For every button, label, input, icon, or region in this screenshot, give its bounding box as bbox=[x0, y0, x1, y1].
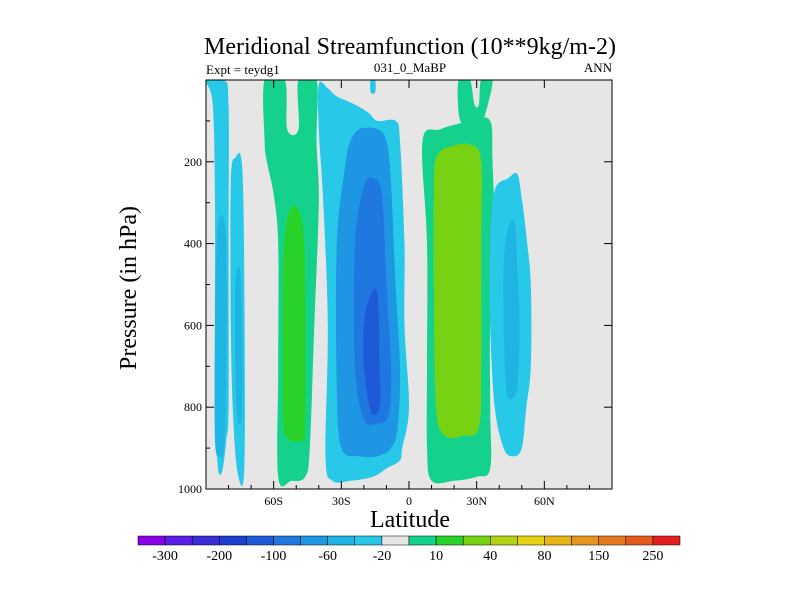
contour-region-south-hadley-cell-core bbox=[363, 288, 381, 415]
colorbar-label: -100 bbox=[261, 549, 287, 564]
x-tick-label: 30S bbox=[332, 494, 351, 508]
y-tick-label: 200 bbox=[184, 155, 202, 169]
y-tick-label: 600 bbox=[184, 318, 202, 332]
x-axis-label: Latitude bbox=[370, 507, 450, 533]
contour-region-top-edge-cell bbox=[370, 80, 376, 94]
x-tick-label: 30N bbox=[466, 494, 487, 508]
contour-region-north-hadley-cell-top bbox=[457, 80, 493, 127]
colorbar-label: -300 bbox=[152, 549, 178, 564]
x-tick-label: 60N bbox=[534, 494, 555, 508]
y-tick-label: 1000 bbox=[178, 482, 202, 496]
colorbar-swatch bbox=[246, 535, 274, 546]
colorbar-swatch bbox=[598, 535, 627, 546]
colorbar-swatch bbox=[517, 535, 545, 546]
plot-area: 60S 30S 0 30N 60N 200 400 600 800 1000 bbox=[178, 79, 613, 508]
colorbar-swatch bbox=[327, 535, 356, 546]
colorbar-label: -200 bbox=[206, 549, 232, 564]
x-tick-label: 0 bbox=[406, 494, 412, 508]
colorbar-label: 250 bbox=[642, 549, 663, 564]
contour-region-north-hadley-cell-inner bbox=[433, 143, 482, 439]
contour-regions bbox=[206, 80, 532, 487]
chart-title: Meridional Streamfunction (10**9kg/m-2) bbox=[204, 34, 616, 60]
colorbar-swatch bbox=[435, 535, 464, 546]
x-axis-ticks: 60S 30S 0 30N 60N bbox=[228, 80, 590, 508]
colorbar: -300 -200 -100 -60 -20 10 40 80 150 250 bbox=[137, 535, 681, 564]
colorbar-label: 40 bbox=[483, 549, 497, 564]
colorbar-label: 150 bbox=[588, 549, 609, 564]
colorbar-swatch bbox=[652, 535, 681, 546]
contour-region-north-ferrel-cell-inner bbox=[503, 219, 520, 399]
colorbar-swatch bbox=[191, 535, 220, 546]
y-tick-label: 400 bbox=[184, 237, 202, 251]
contour-region-south-ferrel-cell-inner bbox=[282, 205, 306, 443]
colorbar-swatch bbox=[408, 535, 437, 546]
colorbar-swatch bbox=[354, 535, 383, 546]
colorbar-swatch bbox=[219, 535, 247, 546]
contour-region-south-ferrel-cell-core bbox=[234, 265, 243, 425]
colorbar-swatch bbox=[544, 535, 572, 546]
y-axis-label: Pressure (in hPa) bbox=[116, 206, 142, 370]
experiment-label: Expt = teydg1 bbox=[206, 62, 280, 77]
y-axis-ticks: 200 400 600 800 1000 bbox=[178, 120, 612, 496]
period-label: 031_0_MaBP bbox=[374, 60, 446, 75]
colorbar-label: -20 bbox=[373, 549, 392, 564]
contour-region-south-polar-cell-core bbox=[214, 214, 227, 459]
colorbar-label: 10 bbox=[429, 549, 443, 564]
season-label: ANN bbox=[584, 60, 613, 75]
colorbar-swatch bbox=[625, 535, 654, 546]
y-tick-label: 800 bbox=[184, 400, 202, 414]
colorbar-swatch bbox=[164, 535, 193, 546]
colorbar-swatch bbox=[462, 535, 491, 546]
colorbar-swatch bbox=[571, 535, 599, 546]
colorbar-swatch bbox=[381, 535, 410, 546]
colorbar-swatch bbox=[300, 535, 328, 546]
colorbar-swatch bbox=[137, 535, 166, 546]
x-tick-label: 60S bbox=[264, 494, 283, 508]
colorbar-swatch bbox=[490, 535, 518, 546]
colorbar-label: 80 bbox=[538, 549, 552, 564]
colorbar-label: -60 bbox=[318, 549, 337, 564]
colorbar-swatch bbox=[273, 535, 301, 546]
